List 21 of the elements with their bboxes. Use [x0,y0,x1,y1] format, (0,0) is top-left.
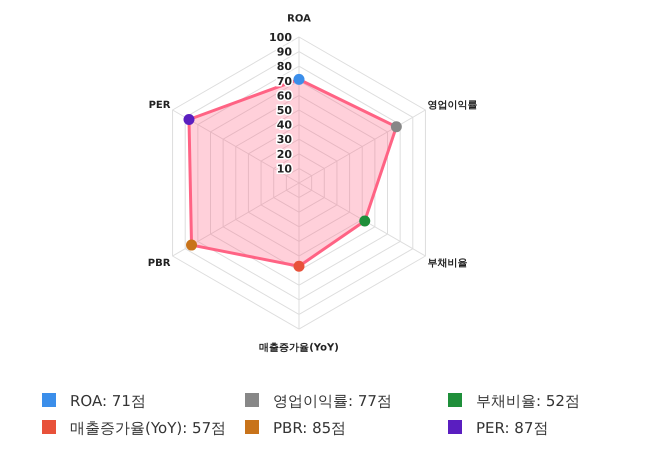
spoke-label: 영업이익률 [428,100,478,112]
y-tick-label: 90 [276,46,292,59]
y-tick-label: 40 [276,118,292,132]
spoke-label: 매출증가율(YoY) [259,342,339,354]
text: 부채비율: 52점 [476,392,580,410]
text: 영업이익률: 77점 [273,392,392,410]
spoke-label: ROA [287,13,312,24]
spoke-label: PER [148,100,171,112]
y-tick-label: 60 [276,89,292,102]
text: ROA: 71점 [70,392,146,410]
text: PBR: 85점 [273,419,346,437]
text: PER: 87점 [476,419,548,437]
spoke-label: 부채비율 [428,258,468,269]
y-tick-label: 100 [269,31,292,44]
text: 매출증가율(YoY): 57점 [70,419,226,437]
spoke-label: PBR [148,258,171,269]
y-tick-label: 30 [276,133,292,146]
y-tick-label: 20 [276,148,292,161]
y-tick-label: 10 [276,162,292,176]
y-tick-label: 80 [276,60,292,74]
y-tick-label: 50 [276,104,292,117]
